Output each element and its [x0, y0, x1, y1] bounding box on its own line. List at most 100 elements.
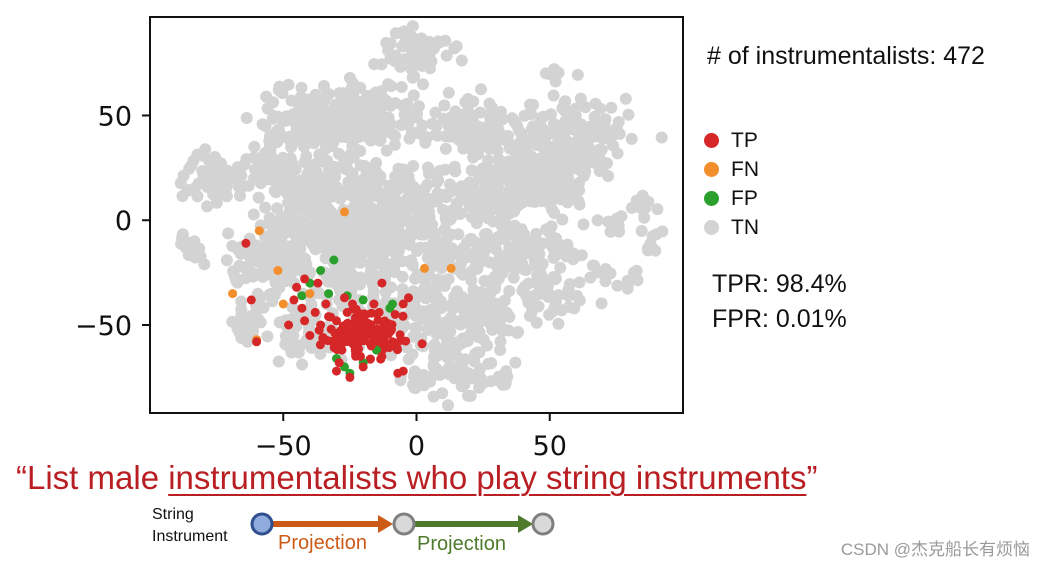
tn-point: [335, 268, 347, 281]
tn-point: [502, 130, 514, 142]
tn-point: [562, 283, 575, 296]
tn-point: [613, 225, 625, 238]
tn-point: [569, 102, 582, 115]
tn-point: [372, 187, 384, 199]
tn-point: [410, 291, 423, 304]
tn-point: [494, 202, 507, 215]
tn-point: [526, 304, 539, 317]
tn-point: [407, 89, 420, 102]
tn-point: [199, 143, 212, 156]
tn-point: [349, 222, 362, 234]
tn-point: [503, 285, 516, 297]
tn-point: [324, 245, 337, 258]
point-tp: [332, 366, 341, 376]
tn-point: [566, 192, 579, 205]
tn-point: [395, 81, 408, 93]
tn-point: [355, 274, 368, 287]
tn-point: [231, 161, 244, 174]
tn-point: [332, 121, 345, 134]
legend-swatch-fn: [704, 162, 719, 177]
tn-point: [272, 355, 285, 368]
axis-ticks: −50 0 50 50 0 −50: [75, 101, 567, 462]
tn-point: [494, 344, 507, 356]
tn-point: [579, 101, 592, 114]
tn-point: [554, 261, 567, 274]
point-tp: [345, 372, 355, 382]
tn-point: [424, 62, 436, 75]
tn-point: [282, 78, 295, 91]
tn-point: [537, 124, 550, 137]
tn-point: [473, 326, 486, 339]
tn-point: [595, 143, 608, 156]
tn-point: [485, 164, 498, 177]
tn-point: [473, 346, 486, 359]
tn-point: [595, 297, 608, 310]
tn-point: [346, 167, 359, 180]
tn-point: [394, 180, 407, 193]
tn-point: [451, 246, 464, 259]
tn-point: [494, 157, 507, 169]
start-label-line1: String: [152, 506, 194, 523]
tn-point: [266, 165, 278, 178]
tn-point: [402, 170, 415, 183]
tn-point: [497, 166, 510, 179]
point-tp: [326, 324, 336, 334]
mid-node: [392, 512, 416, 536]
tn-point: [271, 202, 284, 215]
tn-point: [376, 269, 388, 282]
tn-point: [513, 136, 526, 149]
tn-point: [541, 280, 554, 293]
projection-label-1: Projection: [278, 532, 367, 554]
tn-point: [231, 276, 244, 289]
tn-point: [560, 124, 573, 137]
point-tp: [353, 324, 363, 334]
tn-point: [464, 143, 477, 156]
tn-point: [454, 318, 467, 331]
tn-point: [389, 97, 402, 109]
tp-core-point: [398, 311, 408, 321]
point-tp: [340, 293, 349, 303]
point-tp: [324, 312, 334, 322]
tn-point: [519, 235, 532, 248]
tn-point: [655, 131, 668, 144]
tn-point: [268, 243, 281, 256]
tn-point: [622, 108, 635, 121]
start-node: [250, 512, 274, 536]
tn-point: [417, 78, 429, 91]
end-node: [531, 512, 555, 536]
point-tp: [348, 299, 357, 309]
tn-point: [265, 150, 278, 163]
tn-point: [551, 182, 564, 195]
tn-point: [465, 274, 478, 287]
tn-point: [261, 330, 274, 343]
tn-point: [248, 140, 261, 153]
tn-point: [312, 176, 325, 189]
tn-point: [187, 154, 200, 167]
query-underlined-phrase: instrumentalists who play string instrum…: [168, 459, 807, 496]
tn-point: [333, 147, 345, 160]
tn-point: [599, 275, 612, 288]
tn-point: [544, 160, 557, 173]
tn-point: [413, 219, 426, 232]
tn-point: [235, 247, 247, 260]
tn-point: [402, 353, 415, 366]
point-fp: [388, 299, 397, 309]
tn-point: [364, 134, 377, 147]
tn-point: [306, 97, 319, 109]
tn-point: [292, 258, 305, 270]
point-tp: [377, 278, 387, 288]
tn-point: [656, 225, 669, 238]
tn-point: [398, 25, 410, 38]
tn-point: [373, 134, 386, 147]
tn-point: [370, 209, 383, 222]
tn-point: [220, 254, 233, 267]
tn-point: [416, 119, 429, 132]
tn-point: [296, 358, 309, 371]
tn-point: [454, 207, 466, 220]
tn-point: [388, 266, 401, 279]
point-tp: [305, 331, 315, 340]
tn-point: [340, 156, 353, 169]
tn-point: [368, 58, 381, 71]
tn-point: [273, 80, 286, 93]
tn-point: [402, 118, 415, 131]
